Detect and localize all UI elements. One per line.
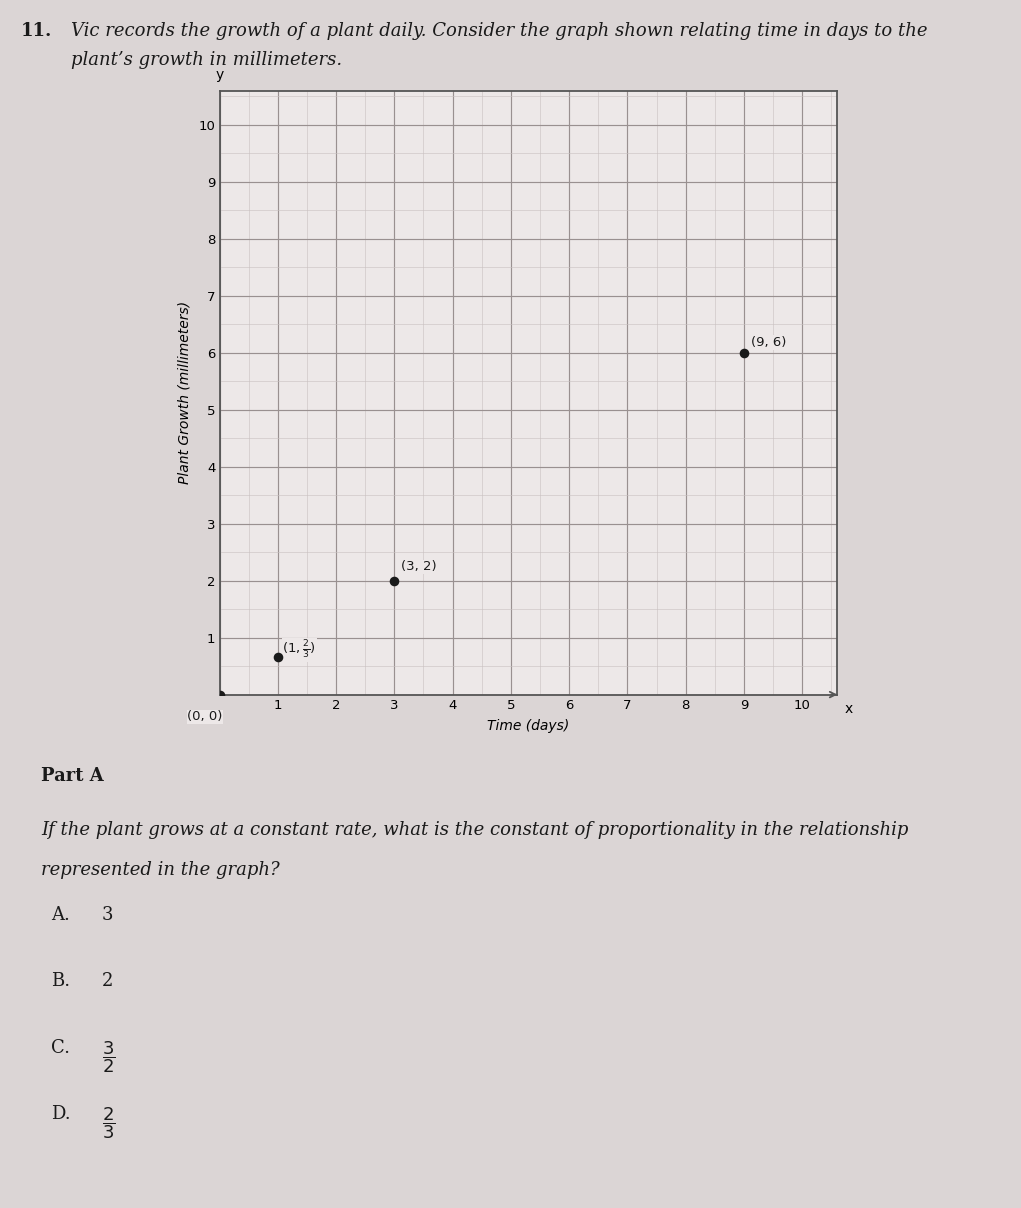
Text: A.: A. xyxy=(51,906,69,924)
Text: represented in the graph?: represented in the graph? xyxy=(41,861,280,879)
Text: $\dfrac{2}{3}$: $\dfrac{2}{3}$ xyxy=(102,1105,115,1142)
Text: plant’s growth in millimeters.: plant’s growth in millimeters. xyxy=(71,51,343,69)
Y-axis label: Plant Growth (millimeters): Plant Growth (millimeters) xyxy=(178,301,192,484)
X-axis label: Time (days): Time (days) xyxy=(487,719,570,733)
Text: C.: C. xyxy=(51,1039,70,1057)
Text: B.: B. xyxy=(51,972,70,991)
Point xyxy=(386,571,402,591)
Point xyxy=(736,343,752,362)
Text: $(1, \frac{2}{3})$: $(1, \frac{2}{3})$ xyxy=(283,639,317,661)
Text: x: x xyxy=(844,702,853,716)
Text: (3, 2): (3, 2) xyxy=(401,561,437,574)
Text: $\dfrac{3}{2}$: $\dfrac{3}{2}$ xyxy=(102,1039,115,1075)
Text: 11.: 11. xyxy=(20,22,52,40)
Text: D.: D. xyxy=(51,1105,70,1123)
Text: 3: 3 xyxy=(102,906,113,924)
Point xyxy=(270,647,286,667)
Text: If the plant grows at a constant rate, what is the constant of proportionality i: If the plant grows at a constant rate, w… xyxy=(41,821,909,840)
Text: (9, 6): (9, 6) xyxy=(751,336,786,349)
Text: 2: 2 xyxy=(102,972,113,991)
Text: y: y xyxy=(215,68,224,82)
Text: (0, 0): (0, 0) xyxy=(188,710,223,724)
Text: Part A: Part A xyxy=(41,767,103,785)
Point xyxy=(211,685,228,704)
Text: Vic records the growth of a plant daily. Consider the graph shown relating time : Vic records the growth of a plant daily.… xyxy=(71,22,928,40)
